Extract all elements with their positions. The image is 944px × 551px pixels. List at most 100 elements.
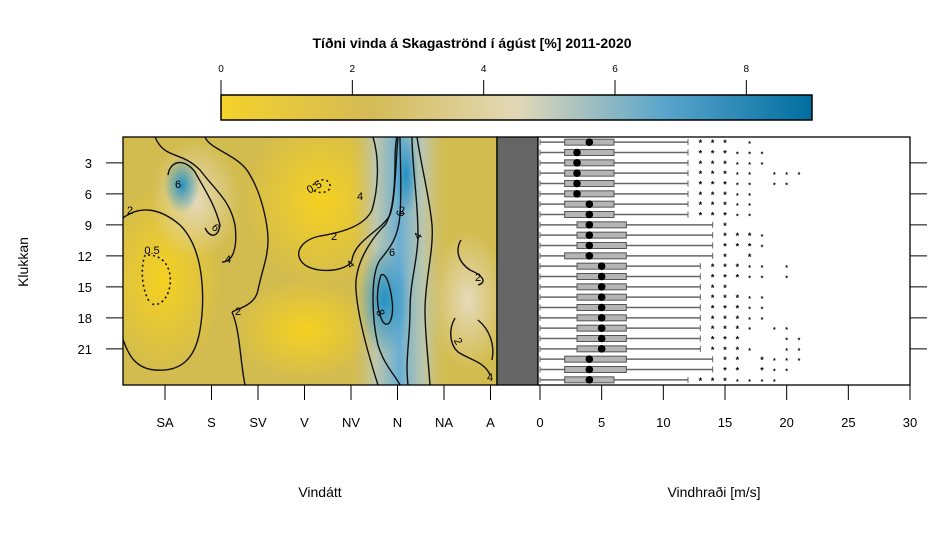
x-axis-label-speed: Vindhraði [m/s] [667,484,760,500]
outlier-point: * [761,276,764,283]
median-point [573,148,581,157]
outlier-point: * [736,304,740,314]
outlier-point: * [736,379,739,386]
outlier-point: * [736,203,739,210]
contour-line-2-na [457,239,484,286]
outlier-point: * [723,262,727,272]
median-point [597,272,606,281]
boxplot-row: * * * * * [539,314,764,324]
median-point [573,190,581,198]
x-tick-label-speed: 0 [536,415,543,430]
outlier-point: * [723,304,727,314]
boxplot-row: * * * * * [539,293,764,303]
outlier-point: * [748,162,751,169]
contour-label: 2 [475,272,481,284]
contour-label: 2 [399,205,405,217]
outlier-point: * [785,327,788,334]
contour-line-0-5-sa [147,254,172,306]
outlier-point: * [736,231,740,241]
outlier-point: * [773,327,776,334]
outlier-point: * [798,348,801,355]
outlier-point: * [736,242,740,252]
outlier-point: * [723,190,727,200]
boxplot-row: * * [539,252,752,262]
box [564,159,615,167]
outlier-point: * [736,273,740,283]
outlier-point: * [748,296,751,303]
outlier-point: * [699,200,703,210]
outlier-point: * [761,162,764,169]
contour-label: 6 [175,179,181,191]
outlier-point: * [785,338,788,345]
median-point [573,169,581,177]
contour-label: 2 [331,231,337,243]
outlier-point: * [736,335,740,345]
boxplot-row: * * * * * * * [539,180,788,190]
outlier-point: * [736,162,739,169]
boxplot-row: * * * * [539,138,751,148]
outlier-point: * [748,307,751,314]
chart-title: Tíðni vinda á Skagaströnd í ágúst [%] 20… [313,35,632,51]
colorbar-tick-label: 2 [350,64,356,75]
outlier-point: * [761,317,764,324]
outlier-point: * [723,355,727,365]
outlier-point: * [711,376,715,386]
outlier-point: * [748,172,751,179]
outlier-point: * [736,355,740,365]
outlier-point: * [748,193,751,200]
boxplot-row: * * * * * [539,303,764,314]
median-point [585,365,594,374]
box [564,149,615,156]
outlier-point: * [711,262,715,272]
contour-line-4-a [477,319,494,361]
contour-line-4-n-right [416,137,433,385]
box [564,366,627,373]
outlier-point: * [761,245,764,252]
outlier-point: * [785,183,788,190]
boxplot-row: * * * * [539,241,764,252]
outlier-point: * [773,358,776,365]
outlier-point: * [773,369,776,376]
outlier-point: * [723,221,727,231]
outlier-point: * [711,345,715,355]
outlier-point: * [785,276,788,283]
contour-label: 2 [451,336,464,347]
median-point [585,252,594,260]
median-point [597,303,606,312]
outlier-point: * [736,324,740,334]
contour-label: 0.5 [144,245,159,257]
boxplot-row: * * * * * * [539,148,764,159]
boxplot-row: * [539,221,727,231]
outlier-point: * [748,203,751,210]
outlier-point: * [723,200,727,210]
y-tick-label: 21 [78,342,92,357]
outlier-point: * [723,138,727,148]
outlier-point: * [699,376,703,386]
outlier-point: * [773,183,776,190]
median-point [597,334,606,343]
contour-line-0-5-v [312,178,331,194]
median-point [573,159,581,167]
boxplot-row: * * * * * [539,190,751,200]
outlier-point: * [699,169,703,179]
contour-line-2-sa [123,209,204,371]
box [564,252,627,260]
x-tick-label-speed: 20 [779,415,793,430]
outlier-point: * [785,172,788,179]
outlier-point: * [798,338,801,345]
median-point [585,376,594,384]
outlier-point: * [723,366,727,376]
outlier-point: * [785,348,788,355]
median-point [585,200,594,208]
median-point [585,241,594,250]
x-tick-label-speed: 5 [598,415,605,430]
colorbar: 0 2 4 6 8 [218,64,813,121]
median-point [597,293,606,301]
x-tick-label-speed: 25 [841,415,855,430]
outlier-point: * [723,180,727,190]
contour-line-4-n-left [355,137,398,385]
contour-line-2-sv [204,137,269,313]
box [564,355,627,363]
outlier-point: * [773,172,776,179]
contour-label: 4 [487,372,493,384]
